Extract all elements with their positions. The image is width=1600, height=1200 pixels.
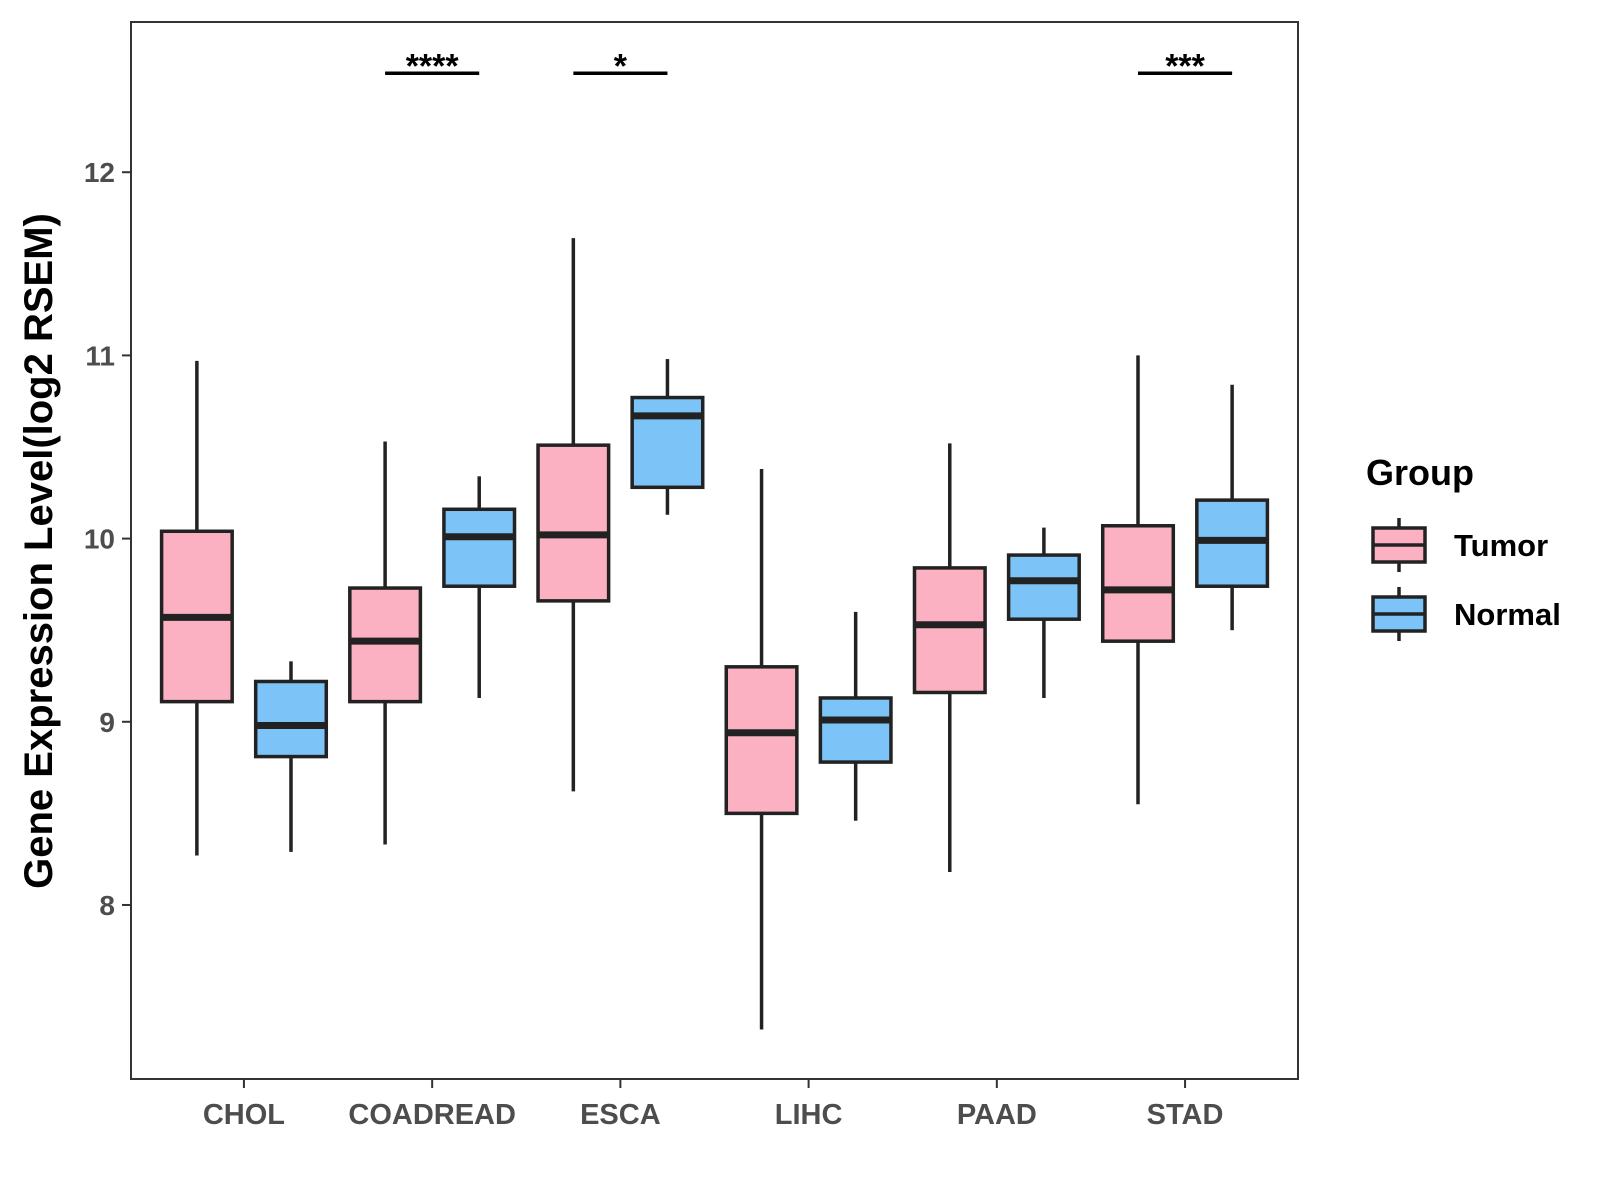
box-body bbox=[536, 443, 611, 603]
box-body bbox=[1006, 553, 1081, 621]
y-tick-label: 10 bbox=[84, 524, 115, 555]
box-body bbox=[253, 679, 329, 759]
x-tick-label: STAD bbox=[1147, 1099, 1224, 1131]
significance-label: * bbox=[614, 47, 628, 85]
legend-label-tumor: Tumor bbox=[1454, 528, 1548, 563]
box-body bbox=[912, 566, 987, 695]
box-normal-esca bbox=[630, 359, 705, 515]
y-tick-label: 9 bbox=[99, 707, 115, 738]
significance-label: **** bbox=[406, 47, 460, 85]
box-body bbox=[348, 586, 423, 704]
y-tick-label: 12 bbox=[84, 157, 115, 188]
x-tick-label: PAAD bbox=[957, 1099, 1037, 1131]
box-normal-chol bbox=[253, 661, 329, 852]
significance-label: *** bbox=[1165, 47, 1205, 85]
box-body bbox=[724, 665, 799, 816]
x-tick-label: ESCA bbox=[580, 1099, 661, 1131]
y-tick-label: 8 bbox=[99, 890, 115, 921]
box-tumor-paad bbox=[912, 443, 987, 872]
boxes-layer bbox=[159, 238, 1270, 1030]
box-normal-coadread bbox=[442, 476, 517, 698]
box-body bbox=[818, 696, 893, 764]
box-tumor-esca bbox=[536, 238, 611, 792]
legend-title: Group bbox=[1366, 452, 1474, 493]
box-tumor-coadread bbox=[348, 441, 423, 845]
y-tick-label: 11 bbox=[85, 340, 115, 371]
x-tick-label: COADREAD bbox=[348, 1099, 516, 1131]
box-normal-paad bbox=[1006, 527, 1081, 698]
box-body bbox=[1100, 524, 1176, 643]
box-tumor-lihc bbox=[724, 468, 799, 1030]
box-body bbox=[630, 395, 705, 490]
x-tick-label: CHOL bbox=[203, 1099, 285, 1131]
legend-key-tumor bbox=[1371, 518, 1427, 572]
box-normal-lihc bbox=[818, 611, 893, 821]
legend-label-normal: Normal bbox=[1454, 597, 1561, 632]
box-tumor-chol bbox=[159, 360, 234, 856]
box-tumor-stad bbox=[1100, 355, 1176, 805]
y-axis-title: Gene Expression Level(log2 RSEM) bbox=[17, 213, 61, 889]
y-axis: 8 9 10 11 12 bbox=[84, 157, 131, 921]
x-tick-label: LIHC bbox=[775, 1099, 843, 1131]
legend-key-normal bbox=[1371, 587, 1427, 641]
box-normal-stad bbox=[1195, 384, 1270, 631]
x-axis: CHOL COADREAD ESCA LIHC PAAD STAD bbox=[203, 1079, 1224, 1131]
box-body bbox=[442, 507, 517, 588]
significance-annotations: **** * *** bbox=[385, 47, 1233, 85]
legend: Group Tumor Normal bbox=[1366, 452, 1561, 641]
